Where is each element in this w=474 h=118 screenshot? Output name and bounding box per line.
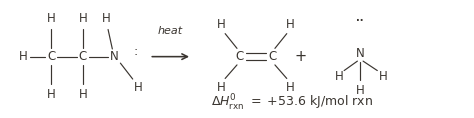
Text: ··: ··	[356, 16, 364, 26]
Text: H: H	[134, 81, 143, 94]
Text: H: H	[356, 84, 365, 97]
Text: H: H	[379, 70, 387, 83]
Text: +: +	[295, 49, 307, 64]
Text: H: H	[47, 12, 55, 25]
Text: N: N	[356, 47, 365, 60]
Text: H: H	[47, 88, 55, 101]
Text: H: H	[217, 81, 226, 94]
Text: C: C	[235, 50, 244, 63]
Text: C: C	[268, 50, 277, 63]
Text: H: H	[286, 81, 295, 94]
Text: H: H	[335, 70, 343, 83]
Text: H: H	[79, 12, 87, 25]
Text: C: C	[79, 50, 87, 63]
Text: H: H	[79, 88, 87, 101]
Text: H: H	[102, 12, 110, 25]
Text: N: N	[110, 50, 119, 63]
Text: H: H	[19, 50, 28, 63]
Text: C: C	[47, 50, 55, 63]
Text: heat: heat	[158, 26, 183, 36]
Text: $\Delta H^{0}_{\rm rxn}$ $=$ $+53.6$ kJ/mol rxn: $\Delta H^{0}_{\rm rxn}$ $=$ $+53.6$ kJ/…	[211, 93, 373, 113]
Text: H: H	[217, 18, 226, 31]
Text: :: :	[134, 45, 137, 58]
Text: H: H	[286, 18, 295, 31]
